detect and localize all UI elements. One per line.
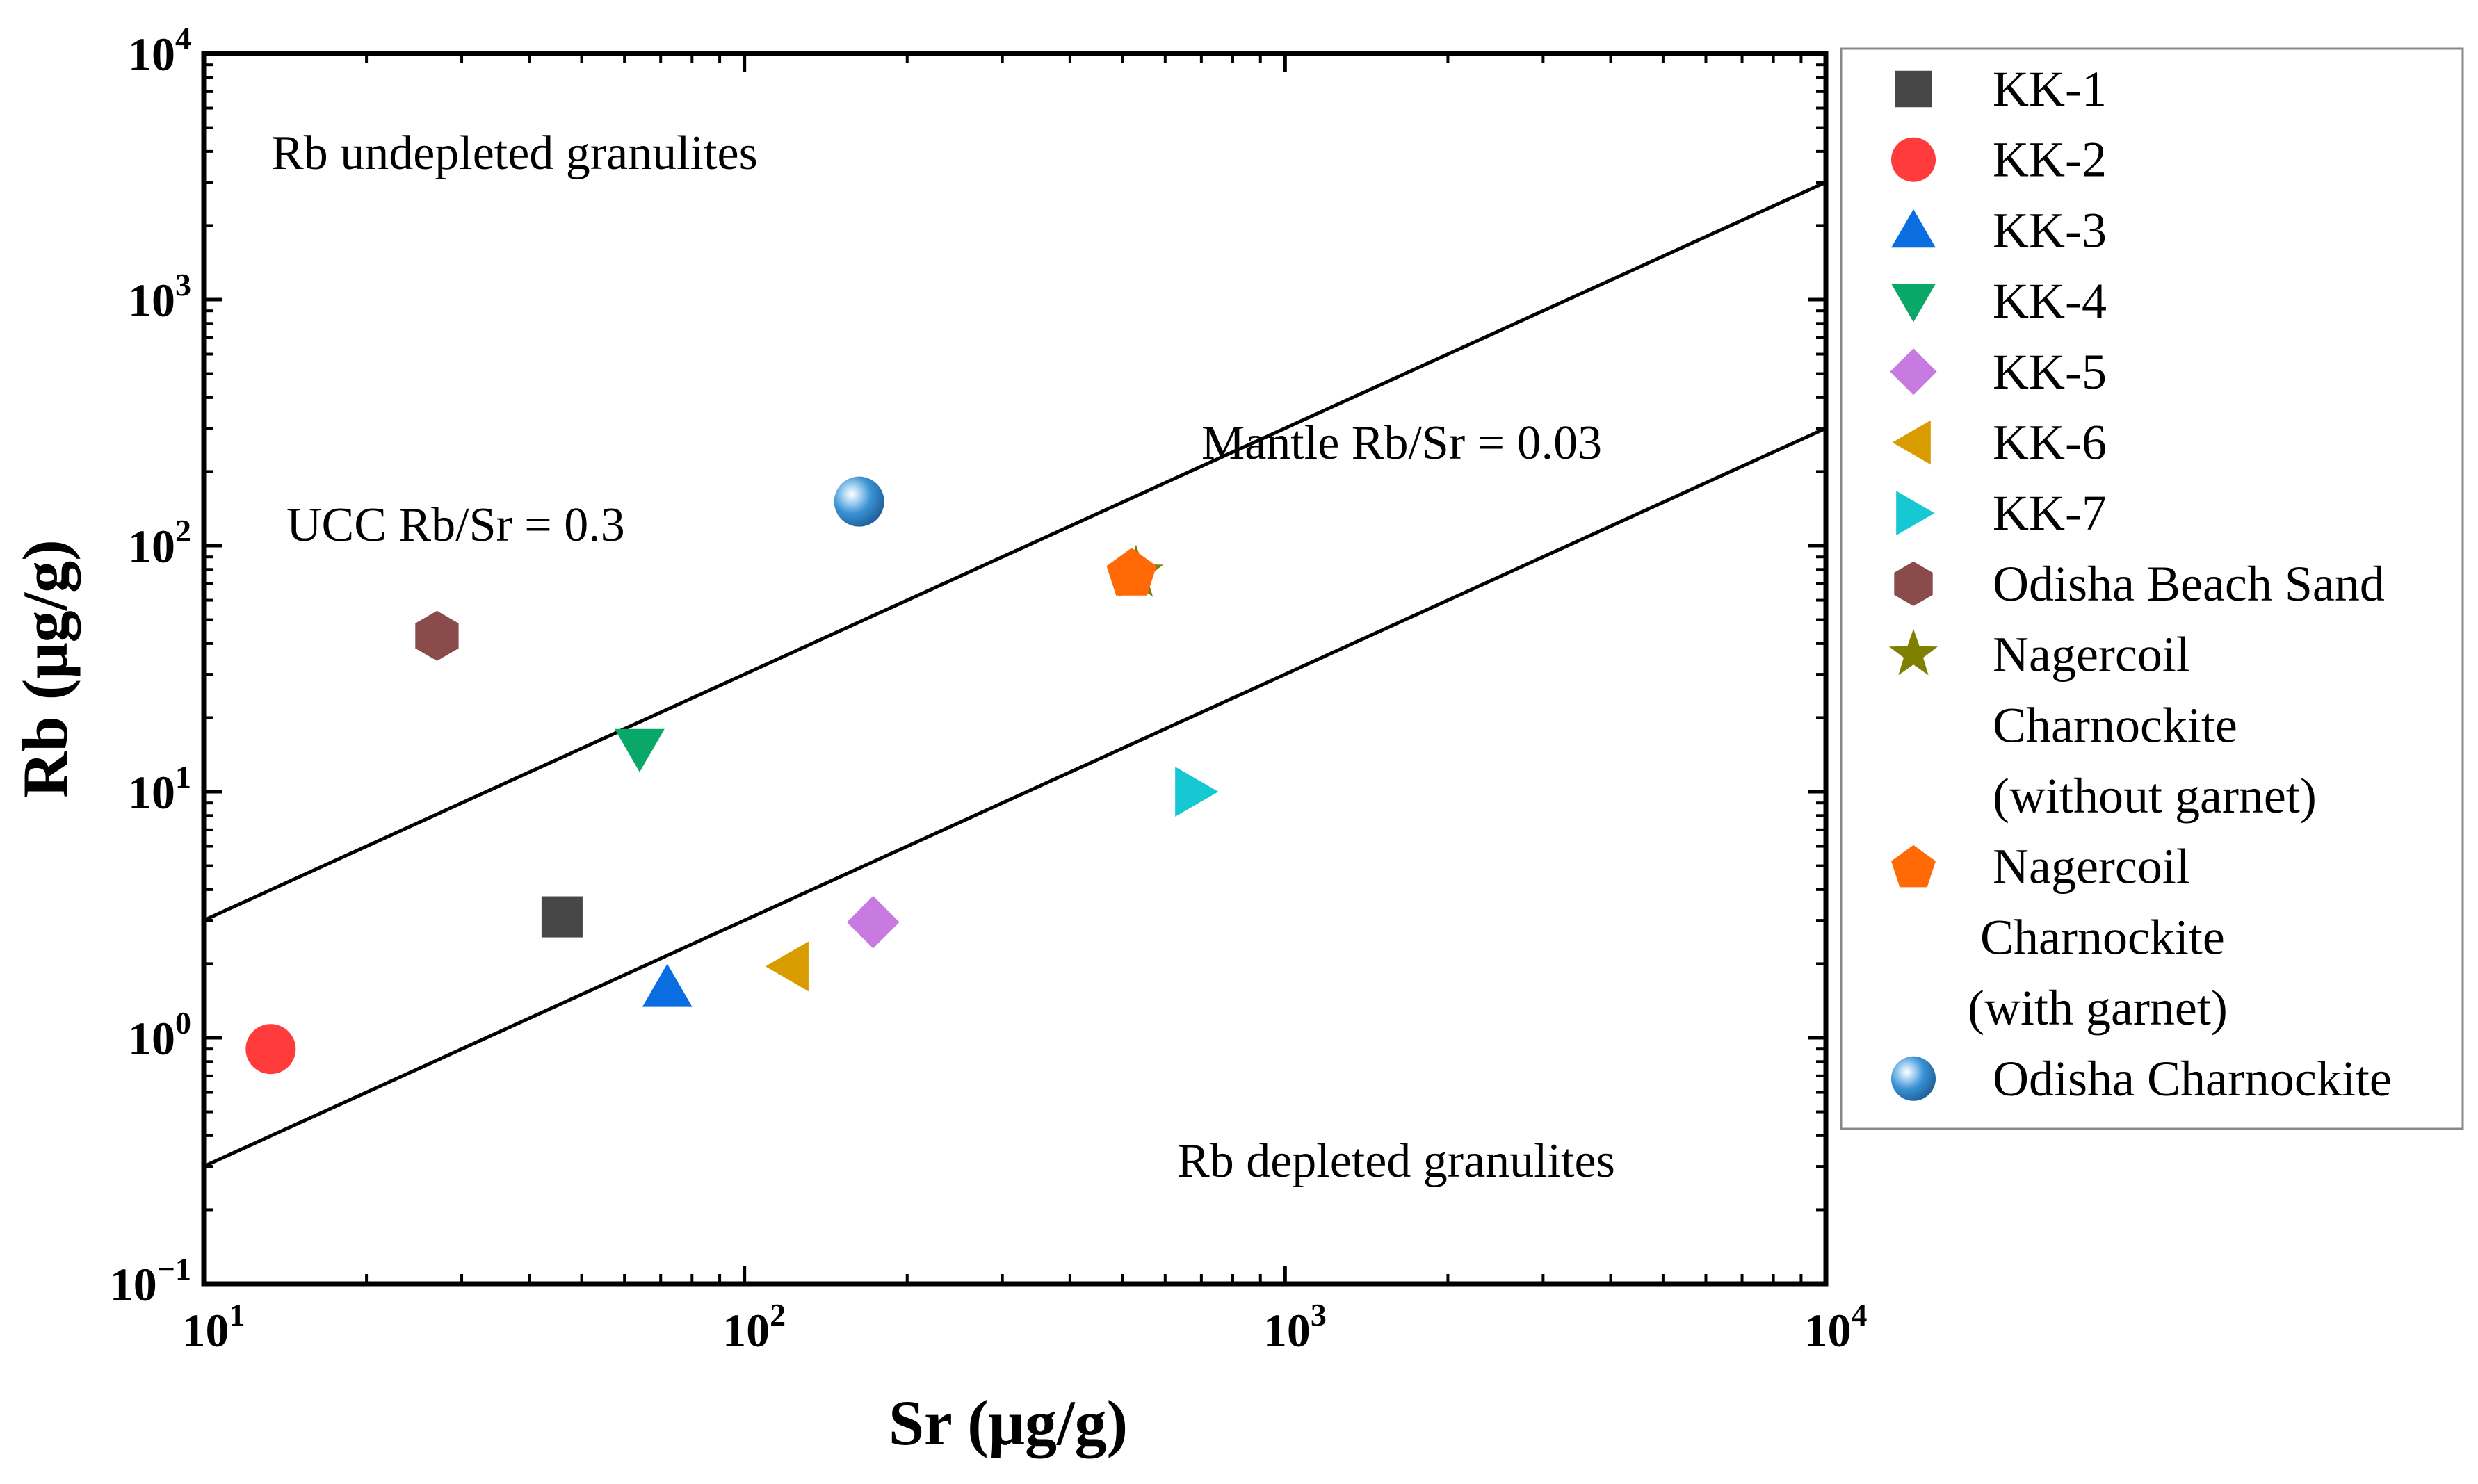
legend-label-series-10: Odisha Charnockite — [1993, 1051, 2392, 1107]
x-axis-label: Sr (μg/g) — [889, 1387, 1128, 1458]
legend-marker-series-6 — [1896, 491, 1935, 536]
legend-marker-series-9 — [1891, 845, 1936, 888]
y-tick-label: 100 — [128, 1005, 191, 1065]
data-point-series-0 — [541, 896, 583, 938]
minor-ticks — [204, 54, 1826, 1284]
legend-marker-series-3 — [1891, 284, 1936, 323]
legend-marker-series-10 — [1891, 1056, 1936, 1101]
legend-label-series-5: KK-6 — [1993, 415, 2107, 471]
y-tick-label: 103 — [128, 267, 191, 327]
x-tick-label: 102 — [722, 1297, 786, 1357]
legend-label-series-6: KK-7 — [1993, 485, 2107, 541]
legend-marker-series-7 — [1894, 561, 1933, 606]
data-point-series-6 — [1175, 767, 1219, 817]
y-tick-label: 10−1 — [110, 1251, 191, 1311]
legend-marker-series-5 — [1892, 420, 1931, 465]
legend-label-series-0: KK-1 — [1993, 61, 2107, 117]
x-tick-label: 103 — [1263, 1297, 1327, 1357]
data-point-series-10 — [834, 476, 884, 527]
reference-line-mantle — [204, 426, 1826, 1168]
legend-marker-series-1 — [1891, 137, 1936, 182]
legend-marker-series-0 — [1895, 70, 1932, 108]
y-tick-label: 101 — [128, 759, 191, 819]
legend-label-series-9: Charnockite — [1980, 909, 2225, 965]
major-ticks — [202, 51, 1828, 1286]
legend-frame — [1840, 47, 2464, 1130]
data-point-series-2 — [642, 963, 693, 1007]
y-tick-label: 104 — [128, 21, 191, 81]
legend-marker-series-4 — [1890, 348, 1937, 396]
legend-label-series-9: (with garnet) — [1968, 980, 2228, 1036]
data-points — [245, 476, 1219, 1075]
data-point-series-1 — [245, 1024, 296, 1075]
legend-marker-series-2 — [1891, 209, 1936, 248]
data-point-series-3 — [615, 728, 665, 772]
reference-lines — [204, 180, 1826, 1168]
data-point-series-7 — [415, 610, 459, 661]
annotation-rb-depleted: Rb depleted granulites — [1177, 1134, 1615, 1188]
annotation-mantle-line: Mantle Rb/Sr = 0.03 — [1201, 416, 1602, 470]
legend-label-series-4: KK-5 — [1993, 344, 2107, 400]
reference-line-ucc — [204, 180, 1826, 922]
y-axis-label: Rb (μg/g) — [10, 539, 81, 798]
data-point-series-9 — [1106, 548, 1157, 596]
legend-label-series-3: KK-4 — [1993, 273, 2107, 329]
annotation-ucc-line: UCC Rb/Sr = 0.3 — [286, 498, 625, 552]
legend-label-series-8: (without garnet) — [1993, 768, 2317, 824]
legend-label-series-8: Nagercoil — [1993, 627, 2190, 683]
x-tick-labels: 101 102 103 104 — [182, 1297, 1868, 1357]
plot-frame — [201, 51, 1829, 1287]
legend-label-series-2: KK-3 — [1993, 202, 2107, 258]
data-point-series-5 — [765, 941, 809, 992]
data-point-series-4 — [847, 895, 900, 949]
x-tick-label: 101 — [182, 1297, 245, 1357]
x-tick-label: 104 — [1804, 1297, 1868, 1357]
legend-marker-series-8 — [1889, 628, 1938, 676]
y-tick-label: 102 — [128, 513, 191, 573]
legend-label-series-8: Charnockite — [1993, 697, 2237, 753]
annotation-rb-undepleted: Rb undepleted granulites — [271, 127, 758, 180]
y-tick-labels: 10−1 100 101 102 103 104 — [110, 21, 191, 1311]
legend: KK-1 KK-2 KK-3 KK-4 KK-5 KK-6 KK-7 Odisha Beach… — [1840, 47, 2464, 1130]
legend-label-series-9: Nagercoil — [1993, 839, 2190, 895]
legend-label-series-1: KK-2 — [1993, 132, 2107, 188]
legend-label-series-7: Odisha Beach Sand — [1993, 556, 2385, 612]
